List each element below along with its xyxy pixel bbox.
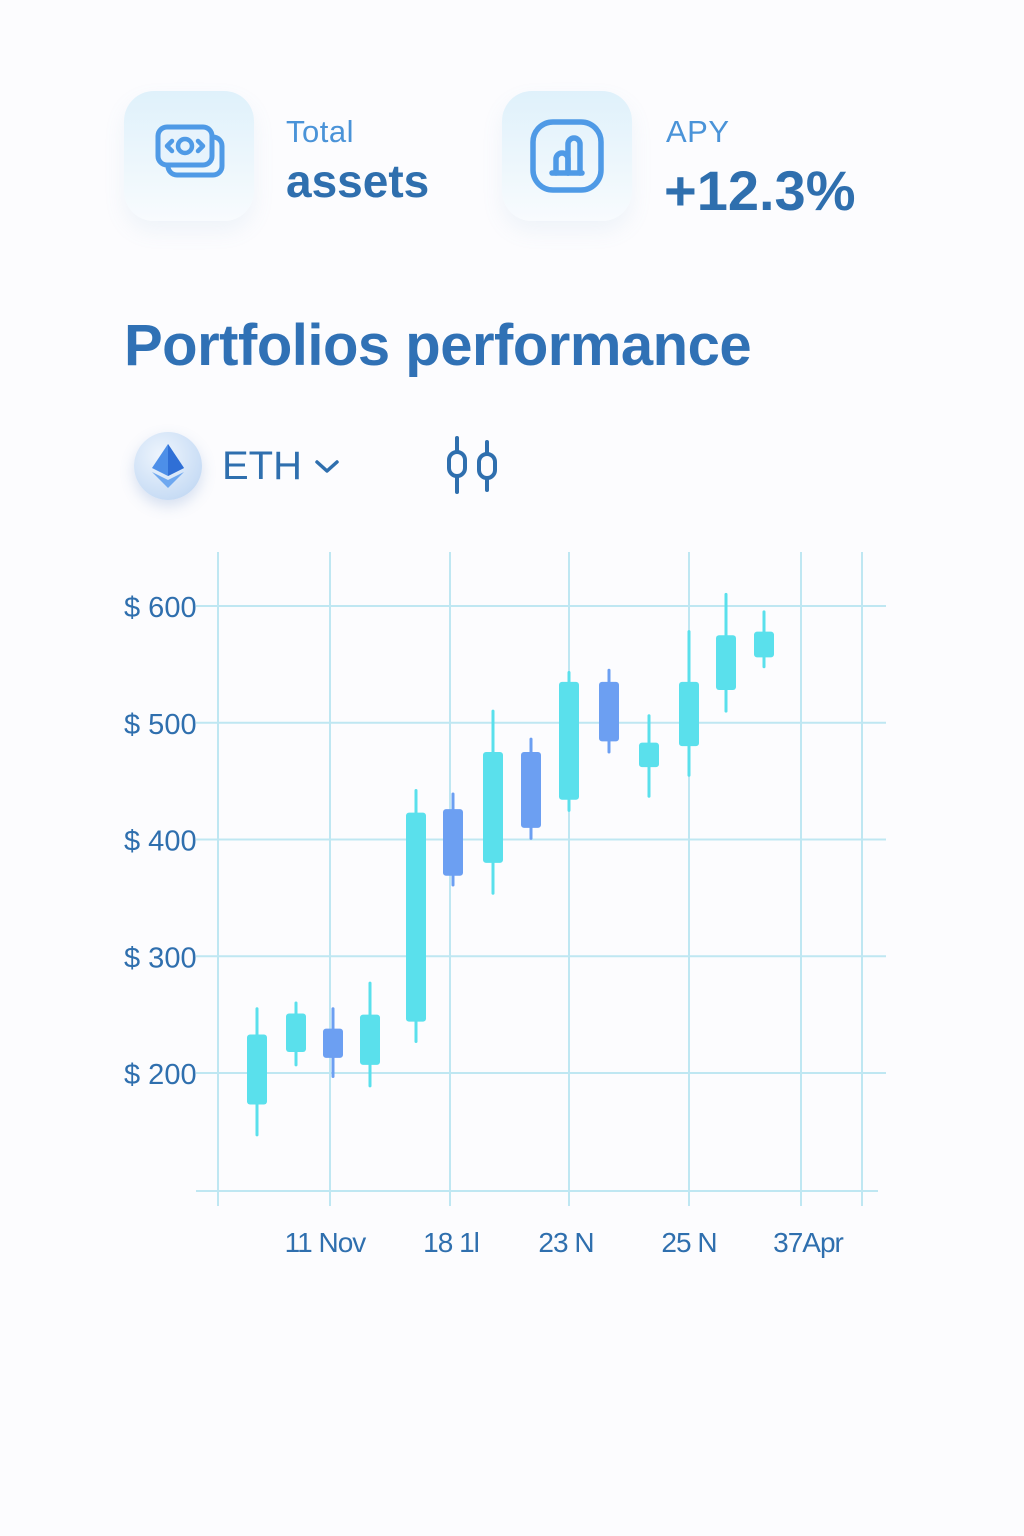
candle-body: [679, 681, 699, 747]
candle: [639, 714, 659, 798]
candle-body: [521, 751, 541, 828]
y-tick-label: $ 600: [124, 592, 197, 624]
candle-body: [247, 1034, 267, 1105]
candle: [247, 1007, 267, 1137]
candle-body: [716, 635, 736, 691]
asset-selector[interactable]: ETH: [222, 440, 340, 492]
candle-body: [639, 742, 659, 768]
candle-body: [360, 1014, 380, 1065]
y-tick-label: $ 300: [124, 942, 197, 974]
candle-body: [559, 681, 579, 800]
candle: [521, 737, 541, 840]
candle: [679, 630, 699, 777]
apy-value: +12.3%: [664, 159, 856, 222]
candlestick-icon[interactable]: [442, 434, 502, 496]
candle-body: [406, 812, 426, 1022]
y-tick-label: $ 200: [124, 1059, 197, 1091]
growth-chart-icon: [530, 119, 604, 193]
candle: [443, 792, 463, 887]
candle: [559, 671, 579, 812]
apy-icon-tile: [502, 91, 632, 221]
total-assets-icon-tile: [124, 91, 254, 221]
asset-name: ETH: [222, 443, 302, 488]
candle: [323, 1007, 343, 1079]
total-assets-label: Total: [286, 114, 354, 149]
candle: [716, 592, 736, 713]
candle-body: [483, 751, 503, 863]
candle: [754, 610, 774, 669]
x-tick-label: 11 Nov: [285, 1227, 367, 1258]
apy-label: APY: [666, 114, 730, 149]
money-transfer-icon: [155, 124, 225, 178]
ethereum-icon[interactable]: [134, 432, 202, 500]
candle-body: [286, 1013, 306, 1052]
y-tick-label: $ 500: [124, 709, 197, 741]
candle: [286, 1001, 306, 1067]
x-tick-label: 18 1l: [423, 1227, 479, 1258]
candle-body: [443, 809, 463, 876]
x-tick-label: 37Apr: [773, 1227, 843, 1258]
candle-body: [599, 681, 619, 742]
candle: [599, 668, 619, 754]
candle: [483, 709, 503, 895]
candle-body: [754, 631, 774, 658]
candle: [406, 788, 426, 1043]
candle-body: [323, 1028, 343, 1058]
chevron-down-icon: [315, 460, 339, 473]
candle: [360, 981, 380, 1088]
total-assets-value: assets: [286, 155, 430, 207]
y-tick-label: $ 400: [124, 826, 197, 858]
page-title: Portfolios performance: [124, 313, 752, 378]
x-tick-label: 25 N: [661, 1227, 716, 1258]
x-tick-label: 23 N: [538, 1227, 593, 1258]
